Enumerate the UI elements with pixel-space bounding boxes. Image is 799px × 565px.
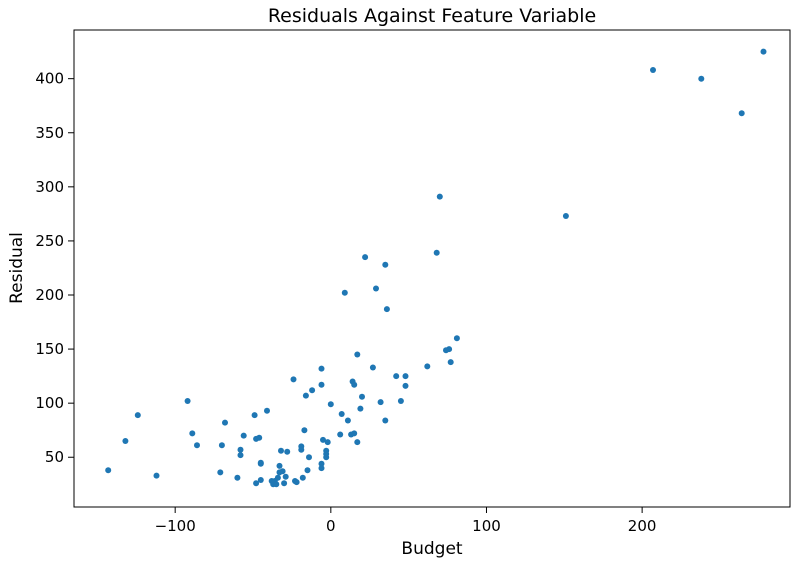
data-point <box>453 335 460 342</box>
data-point <box>222 419 228 426</box>
data-point <box>344 417 351 424</box>
data-point <box>433 249 440 256</box>
data-point <box>424 363 431 370</box>
data-point <box>153 472 160 479</box>
data-point <box>189 430 196 437</box>
data-point <box>282 473 289 480</box>
data-point <box>253 480 260 487</box>
data-point <box>357 405 364 412</box>
data-point <box>760 48 767 55</box>
data-point <box>351 430 358 437</box>
data-point <box>122 438 129 444</box>
data-point <box>278 447 284 454</box>
y-tick-label: 400 <box>35 70 64 88</box>
data-point <box>351 381 358 388</box>
data-point <box>738 110 745 117</box>
data-point <box>698 75 705 82</box>
y-tick-label: 100 <box>35 394 64 412</box>
y-tick-label: 50 <box>45 448 64 466</box>
data-point <box>320 436 326 443</box>
x-tick-label: −100 <box>155 517 196 535</box>
data-point <box>218 442 225 449</box>
data-point <box>257 477 264 483</box>
data-point <box>105 467 112 474</box>
data-point <box>323 454 330 461</box>
data-point <box>393 373 400 380</box>
data-point <box>337 431 344 438</box>
data-point <box>237 446 244 453</box>
data-point <box>562 213 569 219</box>
data-point <box>184 398 191 404</box>
data-point <box>373 285 379 292</box>
y-tick-label: 250 <box>35 232 64 250</box>
data-point <box>306 454 312 461</box>
data-point <box>301 427 308 434</box>
data-point <box>134 412 141 419</box>
data-point <box>251 412 258 419</box>
data-point <box>369 364 376 371</box>
data-point <box>217 469 224 476</box>
data-point <box>436 193 443 200</box>
data-point <box>402 373 409 380</box>
y-tick-label: 350 <box>35 124 64 142</box>
data-point <box>194 442 200 449</box>
data-point <box>281 480 288 487</box>
data-point <box>377 399 384 406</box>
data-point <box>293 479 300 486</box>
data-point <box>402 382 409 389</box>
data-points <box>105 48 767 488</box>
data-point <box>309 387 316 394</box>
data-point <box>341 289 348 296</box>
data-point <box>240 432 247 439</box>
data-point <box>327 401 334 408</box>
x-tick-label: 100 <box>472 517 501 535</box>
data-point <box>650 67 656 73</box>
data-point <box>362 254 369 261</box>
data-point <box>354 439 361 446</box>
data-point <box>274 474 281 481</box>
data-point <box>273 481 280 488</box>
data-point <box>256 434 263 441</box>
data-point <box>318 460 325 467</box>
data-point <box>304 467 311 474</box>
data-point <box>324 439 331 446</box>
data-point <box>318 381 325 388</box>
x-tick-label: 200 <box>628 517 657 535</box>
data-point <box>383 306 390 313</box>
y-tick-label: 300 <box>35 178 64 196</box>
data-point <box>382 261 389 268</box>
chart-title: Residuals Against Feature Variable <box>268 5 596 27</box>
data-point <box>264 407 270 414</box>
data-point <box>338 411 345 417</box>
data-point <box>284 448 291 455</box>
data-point <box>299 474 306 481</box>
data-point <box>447 359 454 366</box>
data-point <box>397 398 404 404</box>
data-point <box>279 468 286 475</box>
x-axis: −100 0 100 200 <box>155 507 657 535</box>
data-point <box>318 365 325 372</box>
data-point <box>237 452 244 459</box>
data-point <box>382 417 389 424</box>
data-point <box>354 351 361 358</box>
data-point <box>359 393 365 400</box>
data-point <box>276 462 283 469</box>
y-axis: 50 100 150 200 250 300 350 400 <box>35 70 74 466</box>
x-tick-label: 0 <box>326 517 336 535</box>
y-tick-label: 150 <box>35 340 64 358</box>
data-point <box>298 446 305 453</box>
data-point <box>257 460 264 467</box>
y-tick-label: 200 <box>35 286 64 304</box>
data-point <box>318 465 325 472</box>
data-point <box>302 392 309 399</box>
plot-frame <box>73 29 791 508</box>
x-axis-label: Budget <box>401 539 462 559</box>
data-point <box>446 346 453 353</box>
y-axis-label: Residual <box>7 232 27 304</box>
data-point <box>290 376 297 383</box>
data-point <box>234 474 241 481</box>
